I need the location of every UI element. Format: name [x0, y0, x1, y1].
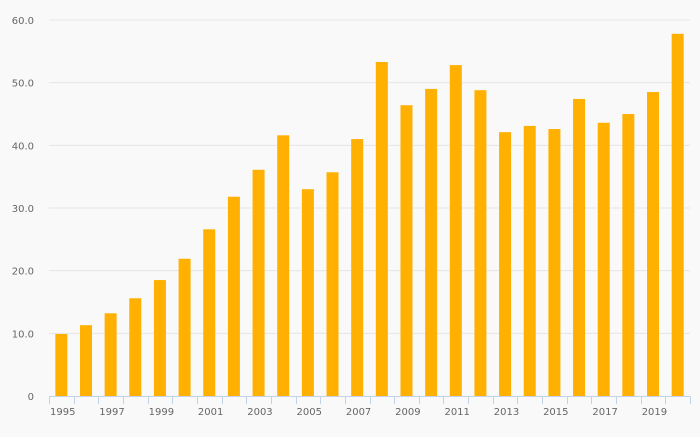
bar-2008	[375, 61, 388, 397]
y-tick-label: 50.0	[12, 79, 34, 90]
bar-2002	[227, 196, 240, 396]
bar-2003	[252, 169, 265, 396]
bar-1996	[79, 325, 92, 396]
y-tick-label: 30.0	[12, 204, 34, 215]
bar-2012	[474, 90, 487, 396]
x-tick-label: 2019	[642, 407, 667, 418]
bar-2019	[647, 92, 660, 397]
bar-2020	[671, 33, 684, 396]
bar-2010	[425, 88, 438, 396]
bar-2015	[548, 129, 561, 397]
bar-2013	[499, 132, 512, 396]
y-tick-label: 40.0	[12, 141, 34, 152]
x-tick-label: 2017	[592, 407, 617, 418]
bar-2001	[203, 229, 216, 396]
x-tick-label: 2009	[395, 407, 420, 418]
x-tick-label: 1995	[50, 407, 75, 418]
bar-1995	[55, 333, 68, 396]
x-tick-label: 2013	[494, 407, 519, 418]
x-tick-label: 2011	[444, 407, 469, 418]
y-tick-label: 10.0	[12, 329, 34, 340]
y-tick-label: 0	[28, 392, 34, 403]
x-tick-label: 2015	[543, 407, 568, 418]
x-tick-label: 2005	[297, 407, 322, 418]
bar-2011	[449, 65, 462, 397]
bar-2005	[301, 189, 314, 396]
bar-2017	[597, 122, 610, 397]
y-tick-label: 60.0	[12, 16, 34, 27]
bar-2000	[178, 258, 191, 396]
y-tick-label: 20.0	[12, 267, 34, 278]
bar-1997	[104, 313, 117, 396]
bar-1999	[153, 280, 166, 396]
x-tick-label: 2007	[346, 407, 371, 418]
bar-2014	[523, 125, 536, 396]
x-tick-label: 2001	[198, 407, 223, 418]
bar-2016	[573, 98, 586, 397]
x-tick-label: 1997	[99, 407, 124, 418]
x-tick-label: 1999	[149, 407, 174, 418]
x-tick-label: 2003	[247, 407, 272, 418]
bar-2018	[622, 114, 635, 396]
bar-2006	[326, 172, 339, 396]
bar-2007	[351, 139, 364, 397]
bar-2009	[400, 105, 413, 396]
bar-1998	[129, 298, 142, 396]
bar-2004	[277, 135, 290, 396]
